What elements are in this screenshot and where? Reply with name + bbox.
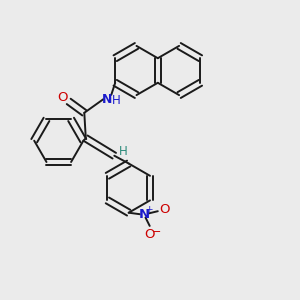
Text: H: H: [119, 145, 128, 158]
Text: O: O: [57, 91, 68, 104]
Text: N: N: [102, 93, 112, 106]
Text: O: O: [160, 203, 170, 216]
Text: N: N: [139, 208, 150, 221]
Text: +: +: [145, 205, 153, 214]
Text: H: H: [112, 94, 121, 107]
Text: −: −: [152, 226, 161, 237]
Text: O: O: [144, 227, 155, 241]
